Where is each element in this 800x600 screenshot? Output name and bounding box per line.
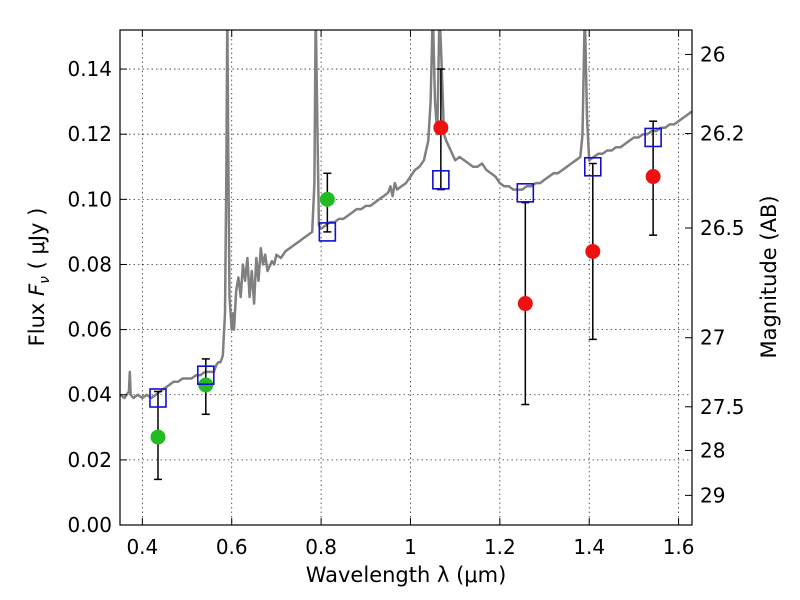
y-axis-label-prefix: Flux (25, 296, 49, 346)
y-tick-label: 0.00 (67, 513, 112, 537)
mag-tick-label: 26.2 (700, 122, 745, 146)
x-tick-label: 0.4 (126, 535, 158, 559)
model-point (197, 365, 215, 385)
spectrum-layer (120, 30, 692, 400)
y-tick-label: 0.02 (67, 448, 112, 472)
data-point (433, 120, 449, 136)
mag-tick-label: 27.5 (700, 395, 745, 419)
y-tick-label: 0.14 (67, 57, 112, 81)
mag-tick-label: 26 (700, 42, 725, 66)
data-point (517, 296, 533, 312)
x-tick-label: 0.6 (216, 535, 248, 559)
mag-tick-label: 26.5 (700, 216, 745, 240)
x-tick-label: 0.8 (305, 535, 337, 559)
x-tick-label: 1 (404, 535, 417, 559)
y-tick-label: 0.12 (67, 122, 112, 146)
y-tick-label: 0.04 (67, 383, 112, 407)
y-axis-label-symbol: F (25, 283, 49, 296)
model-spectrum-line (120, 30, 692, 400)
mag-tick-label: 28 (700, 438, 725, 462)
mag-tick-label: 27 (700, 326, 725, 350)
x-tick-label: 1.2 (484, 535, 516, 559)
y-axis-label-suffix: ( μJy ) (25, 208, 49, 276)
x-axis-label: Wavelength λ (μm) (306, 563, 507, 587)
model-point (432, 170, 450, 190)
grid-layer (120, 30, 692, 526)
x-tick-label: 1.6 (663, 535, 695, 559)
y-tick-label: 0.10 (67, 187, 112, 211)
x-tick-label: 1.4 (573, 535, 605, 559)
marker-layer (149, 120, 662, 445)
y-axis-label: Flux Fν ( μJy ) (25, 208, 53, 347)
y-axis-label-subscript: ν (37, 276, 53, 284)
model-point (318, 222, 337, 242)
mag-tick-label: 29 (700, 483, 725, 507)
data-point (319, 191, 335, 207)
y-tick-label: 0.08 (67, 252, 112, 276)
model-point (149, 388, 167, 408)
model-point (516, 183, 535, 203)
plot-frame (119, 29, 693, 526)
y2-axis-label: Magnitude (AB) (757, 195, 781, 358)
data-point (150, 429, 166, 445)
data-point (585, 243, 601, 259)
y-tick-label: 0.06 (67, 318, 112, 342)
model-point (644, 127, 662, 148)
data-point (645, 169, 661, 185)
tick-layer: 0.4 0.6 0.8 1 1.2 1.4 1.6 0.00 0.02 0.04 0.06 0.08 0… (67, 30, 745, 559)
model-point (583, 156, 602, 177)
